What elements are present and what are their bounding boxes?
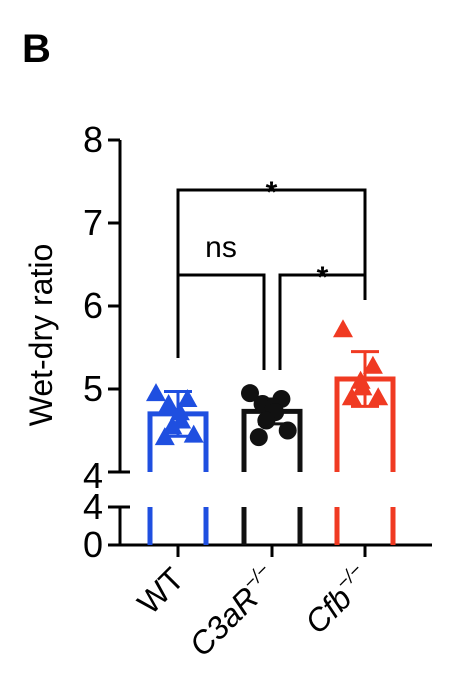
data-point (333, 319, 353, 338)
data-point (278, 421, 297, 440)
significance-label: * (266, 176, 278, 209)
category-label: Cfb−/− (297, 560, 378, 641)
panel-label: B (22, 27, 51, 71)
significance-bracket (176, 273, 266, 370)
data-point (177, 388, 198, 407)
y-tick-label: 7 (83, 202, 103, 243)
category-label-base: WT (130, 560, 191, 621)
y-tick-label: 6 (83, 285, 103, 326)
data-point (341, 387, 362, 406)
y-axis-title: Wet-dry ratio (23, 244, 59, 427)
category-label: WT (130, 560, 191, 621)
data-point (154, 427, 175, 446)
significance-label: * (317, 261, 329, 294)
data-point (257, 411, 276, 430)
data-point (249, 428, 268, 447)
significance-label: ns (205, 231, 237, 264)
data-point (158, 393, 179, 412)
y-tick-label: 0 (83, 524, 103, 565)
significance-bracket (176, 188, 367, 358)
data-point (362, 355, 383, 374)
data-points (146, 319, 389, 447)
category-label: C3aR−/− (182, 560, 285, 663)
data-point (162, 416, 183, 435)
data-point (241, 384, 259, 403)
data-point (183, 424, 204, 443)
data-point (352, 377, 373, 396)
data-point (368, 387, 389, 406)
y-tick-label: 5 (83, 368, 103, 409)
y-tick-label: 4 (83, 455, 103, 496)
y-tick-label: 4 (83, 486, 103, 527)
significance-brackets: ns * * (176, 176, 367, 370)
data-point (169, 402, 190, 421)
data-point (146, 383, 166, 402)
y-tick-label: 8 (83, 119, 103, 160)
